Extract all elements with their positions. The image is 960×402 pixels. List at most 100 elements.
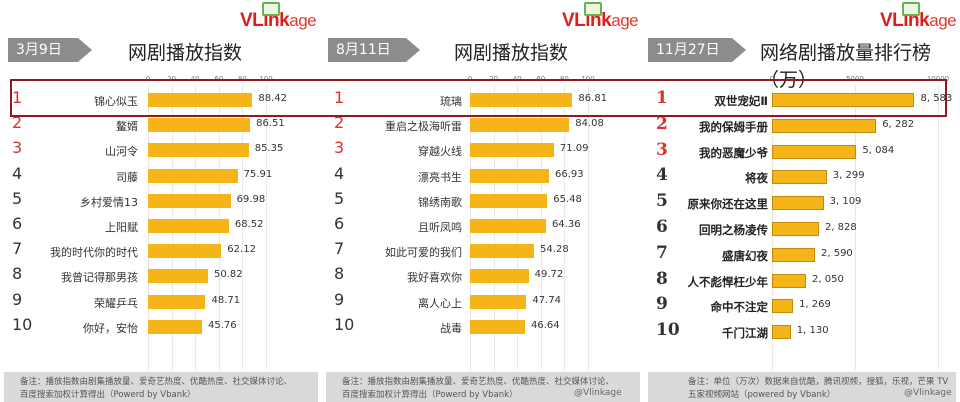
show-name: 千门江湖: [722, 326, 768, 341]
value-label: 6, 282: [882, 118, 915, 130]
value-label: 85.35: [254, 143, 284, 155]
show-name: 且听凤鸣: [418, 221, 462, 234]
ranking-row: 8 人不彪悍枉少年 2, 050: [644, 269, 960, 295]
value-bar: [772, 144, 857, 159]
chart-panel-2: VLinkage 8月11日 网剧播放指数 0 20 40 60 80 100 1 琉璃 86.81 2…: [322, 0, 644, 402]
ranking-row: 4 司藤 75.91: [0, 164, 322, 190]
logo-suffix: age: [289, 11, 317, 30]
gridline: [938, 84, 939, 370]
logo-leaf-icon: [902, 2, 920, 16]
value-label: 5, 084: [862, 144, 895, 156]
value-bar: [772, 93, 915, 107]
value-bar: [148, 118, 251, 133]
value-label: 45.76: [207, 319, 237, 331]
value-label: 69.98: [236, 193, 266, 205]
rank-number: 5: [656, 191, 668, 212]
gridline: [266, 84, 267, 370]
rank-number: 9: [12, 289, 23, 309]
value-bar: [148, 193, 231, 208]
footnote-line: 五家视频网站（powered by Vbank）: [688, 390, 836, 400]
rank-number: 1: [656, 88, 668, 108]
value-label: 65.48: [553, 193, 582, 205]
rank-number: 9: [334, 289, 345, 309]
ranking-row: 1 锦心似玉 88.42: [0, 88, 322, 114]
chart-panel-3: VLinkage 11月27日 网络剧播放量排行榜（万） 0 5000 10000 1 双世宠…: [644, 0, 960, 402]
chart-title: 网剧播放指数: [128, 42, 243, 64]
rank-number: 3: [12, 138, 23, 158]
rank-number: 4: [656, 165, 668, 186]
rank-number: 5: [334, 188, 345, 208]
show-name: 人不彪悍枉少年: [687, 274, 769, 289]
show-name: 我曾记得那男孩: [61, 271, 138, 285]
show-name: 我的时代你的时代: [50, 246, 138, 260]
rank-number: 4: [334, 163, 345, 183]
show-name: 上阳赋: [105, 221, 138, 234]
show-name: 山河令: [105, 145, 138, 159]
date-tag: 8月11日: [328, 38, 420, 62]
rank-number: 8: [334, 264, 345, 284]
value-label: 50.82: [213, 269, 243, 281]
value-bar: [470, 269, 529, 284]
ranking-row: 3 穿越火线 71.09: [322, 138, 644, 164]
ranking-row: 3 我的恶魔少爷 5, 084: [644, 140, 960, 166]
show-name: 如此可爱的我们: [385, 246, 462, 260]
value-label: 3, 299: [832, 170, 865, 182]
footnote-line: 备注：播放指数由剧集播放量、爱奇艺热度、优酷热度、社交媒体讨论、: [20, 377, 293, 387]
value-bar: [148, 319, 202, 334]
show-name: 战毒: [440, 321, 462, 335]
value-bar: [148, 269, 208, 284]
value-label: 86.51: [256, 118, 285, 130]
chart-title: 网剧播放指数: [454, 42, 569, 64]
show-name: 锦心似玉: [94, 95, 138, 108]
rank-number: 10: [334, 314, 355, 334]
value-bar: [148, 143, 249, 158]
value-label: 86.81: [578, 93, 608, 104]
value-bar: [470, 193, 548, 208]
logo-suffix: age: [611, 11, 639, 30]
value-bar: [772, 273, 807, 288]
ranking-row: 5 锦绣南歌 65.48: [322, 189, 644, 215]
footnote-background: [648, 372, 956, 402]
value-bar: [772, 247, 815, 262]
value-label: 8, 583: [920, 93, 953, 104]
rank-number: 2: [12, 113, 23, 133]
ranking-row: 7 盛唐幻夜 2, 590: [644, 243, 960, 269]
value-label: 84.08: [575, 118, 604, 130]
value-label: 1, 269: [799, 299, 831, 311]
footnote-line: 备注：单位（万次）数据来自优酷，腾讯视频，搜狐，乐视，芒果 TV: [688, 377, 949, 387]
show-name: 琉璃: [440, 95, 462, 108]
gridline: [588, 84, 589, 370]
ranking-row: 6 回明之杨凌传 2, 828: [644, 217, 960, 243]
show-name: 锦绣南歌: [418, 195, 462, 209]
rank-number: 8: [12, 264, 23, 284]
date-tag: 11月27日: [648, 38, 746, 62]
footnote-line: 百度搜索加权计算得出（Powerd by Vbank）: [20, 390, 196, 400]
footnote-background: [4, 372, 318, 402]
value-label: 62.12: [227, 244, 256, 256]
show-name: 我的保姆手册: [699, 119, 768, 134]
value-bar: [470, 168, 549, 183]
ranking-row: 5 乡村爱情13 69.98: [0, 189, 322, 215]
value-label: 2, 828: [824, 222, 857, 233]
ranking-row: 10 你好，安怡 45.76: [0, 315, 322, 341]
show-name: 盛唐幻夜: [722, 248, 768, 263]
value-label: 66.93: [554, 168, 584, 180]
rank-number: 2: [334, 113, 345, 133]
value-bar: [470, 143, 554, 158]
value-label: 68.52: [234, 219, 264, 230]
value-bar: [772, 118, 877, 133]
show-name: 穿越火线: [418, 145, 462, 159]
ranking-row: 6 上阳赋 68.52: [0, 214, 322, 240]
value-bar: [470, 294, 527, 309]
gridline: [564, 84, 566, 370]
ranking-row: 2 我的保姆手册 6, 282: [644, 114, 960, 140]
ranking-row: 8 我曾记得那男孩 50.82: [0, 264, 322, 290]
value-label: 47.74: [532, 294, 561, 306]
rank-number: 9: [656, 294, 668, 315]
ranking-row: 10 战毒 46.64: [322, 315, 644, 341]
rank-number: 8: [656, 268, 668, 289]
value-label: 64.36: [551, 219, 581, 230]
value-label: 2, 590: [820, 247, 853, 259]
rank-number: 3: [334, 138, 345, 158]
rank-number: 1: [334, 88, 345, 107]
